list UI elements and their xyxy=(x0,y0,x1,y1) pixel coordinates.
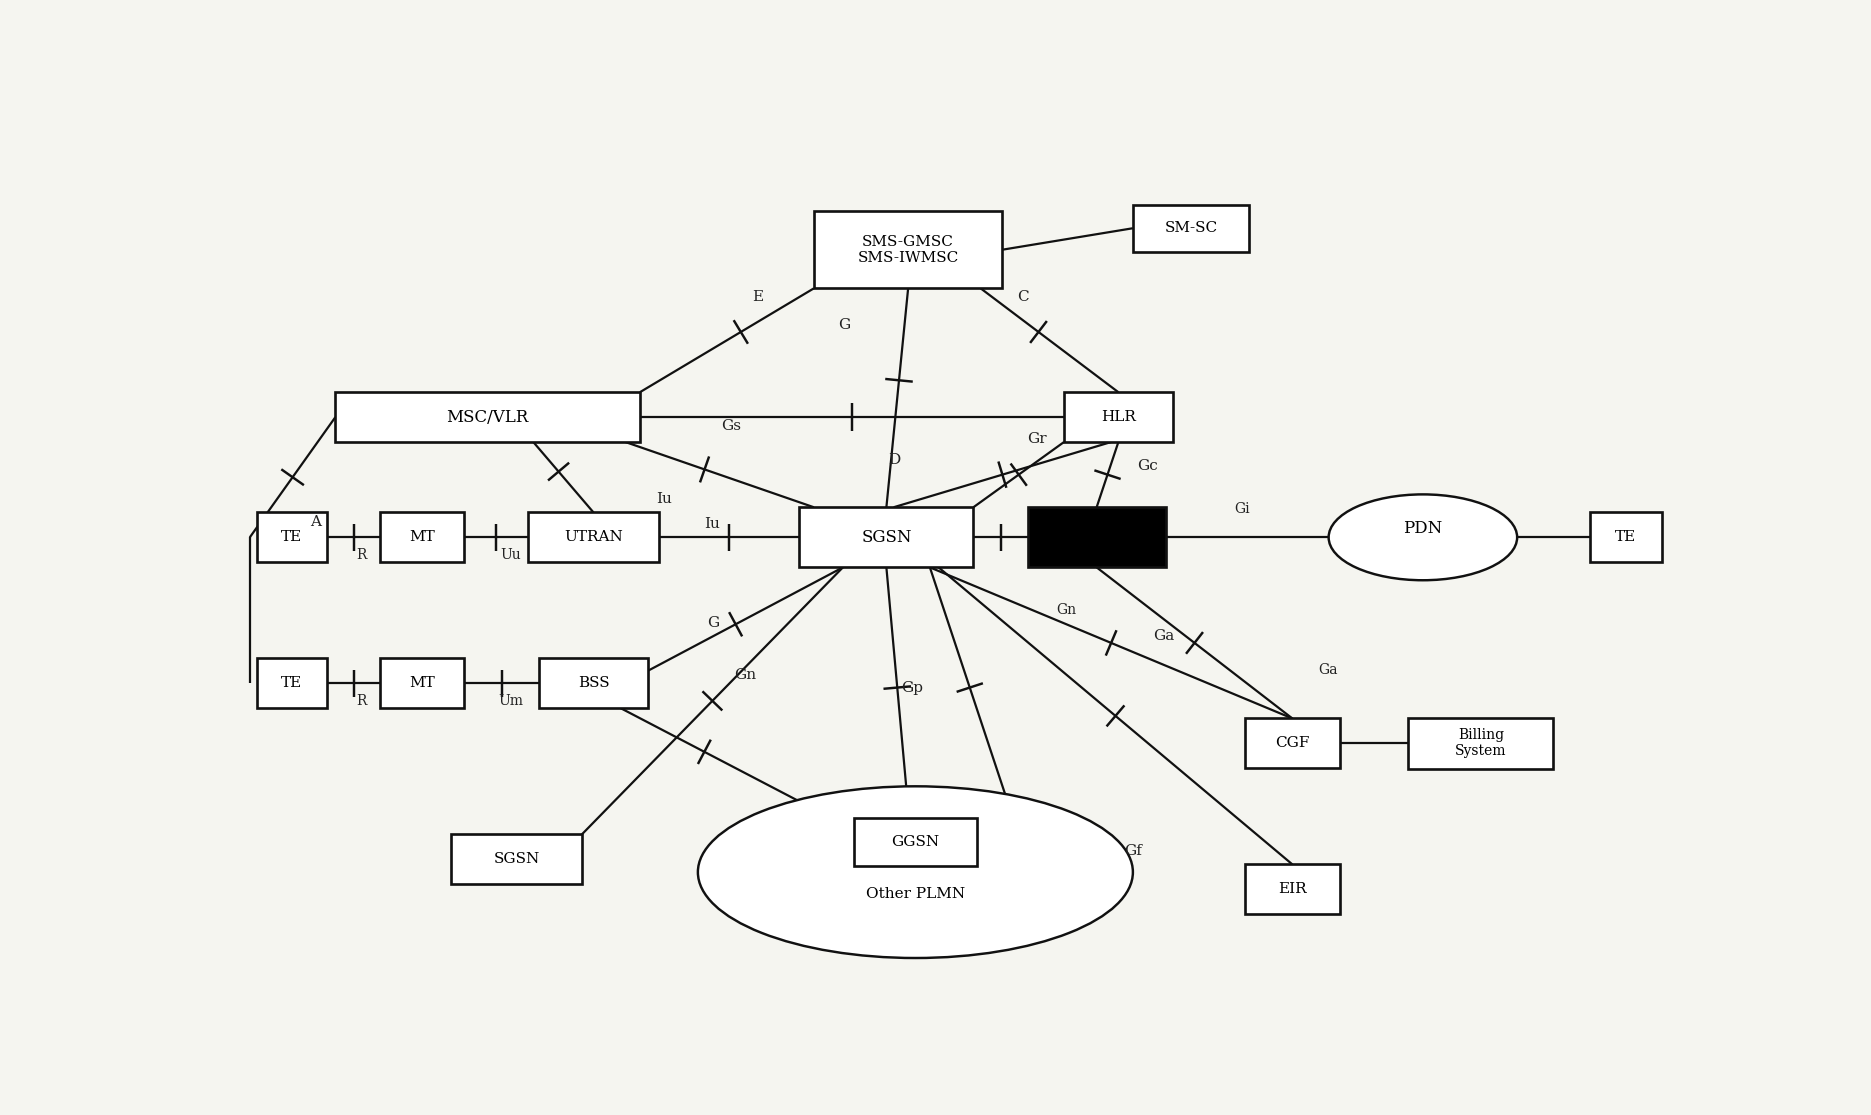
FancyBboxPatch shape xyxy=(1065,392,1173,442)
FancyBboxPatch shape xyxy=(256,658,327,708)
Text: SGSN: SGSN xyxy=(494,852,539,866)
Ellipse shape xyxy=(1328,494,1517,580)
FancyBboxPatch shape xyxy=(380,513,464,562)
Text: TE: TE xyxy=(281,531,303,544)
Text: A: A xyxy=(311,515,322,529)
FancyBboxPatch shape xyxy=(1246,718,1340,768)
Text: R: R xyxy=(355,549,367,562)
Text: MT: MT xyxy=(410,531,436,544)
Text: Gn: Gn xyxy=(733,668,756,681)
Text: GGSN: GGSN xyxy=(891,835,939,850)
Text: C: C xyxy=(1018,290,1029,304)
FancyBboxPatch shape xyxy=(814,211,1003,289)
Text: TE: TE xyxy=(1615,531,1637,544)
Text: Ga: Ga xyxy=(1153,629,1175,643)
Text: CGF: CGF xyxy=(1276,736,1310,750)
Text: MSC/VLR: MSC/VLR xyxy=(447,408,529,426)
FancyBboxPatch shape xyxy=(528,513,659,562)
Text: Uu: Uu xyxy=(500,549,522,562)
Text: Um: Um xyxy=(498,695,524,708)
Text: BSS: BSS xyxy=(578,677,610,690)
Text: Iu: Iu xyxy=(703,517,720,532)
Text: Other PLMN: Other PLMN xyxy=(866,886,965,901)
Text: Billing
System: Billing System xyxy=(1456,728,1506,758)
Text: UTRAN: UTRAN xyxy=(563,531,623,544)
Text: Gi: Gi xyxy=(1233,502,1250,516)
Text: Gr: Gr xyxy=(1027,432,1046,446)
Text: SGSN: SGSN xyxy=(861,529,911,546)
Text: Gn: Gn xyxy=(1055,603,1076,618)
Text: TE: TE xyxy=(281,677,303,690)
Text: MT: MT xyxy=(410,677,436,690)
FancyBboxPatch shape xyxy=(1590,513,1661,562)
FancyBboxPatch shape xyxy=(1027,507,1166,568)
FancyBboxPatch shape xyxy=(853,818,977,865)
Text: R: R xyxy=(355,695,367,708)
Text: Gp: Gp xyxy=(902,680,922,695)
Text: PDN: PDN xyxy=(1403,521,1443,537)
FancyBboxPatch shape xyxy=(1132,205,1248,252)
FancyBboxPatch shape xyxy=(335,392,640,442)
FancyBboxPatch shape xyxy=(539,658,647,708)
Text: Iu: Iu xyxy=(657,492,672,506)
FancyBboxPatch shape xyxy=(256,513,327,562)
Text: Gc: Gc xyxy=(1138,459,1158,473)
Text: EIR: EIR xyxy=(1278,882,1306,896)
FancyBboxPatch shape xyxy=(1246,864,1340,914)
Text: Ga: Ga xyxy=(1319,663,1338,678)
FancyBboxPatch shape xyxy=(380,658,464,708)
Text: HLR: HLR xyxy=(1100,410,1136,424)
Ellipse shape xyxy=(698,786,1132,958)
Text: G: G xyxy=(838,318,849,332)
Text: SMS-GMSC
SMS-IWMSC: SMS-GMSC SMS-IWMSC xyxy=(857,234,958,264)
FancyBboxPatch shape xyxy=(451,834,582,884)
FancyBboxPatch shape xyxy=(799,507,973,568)
Text: SM-SC: SM-SC xyxy=(1164,221,1218,235)
Text: Gs: Gs xyxy=(722,419,741,433)
Text: Gf: Gf xyxy=(1124,844,1141,857)
FancyBboxPatch shape xyxy=(1409,718,1553,769)
Text: G: G xyxy=(707,617,720,630)
Text: E: E xyxy=(752,290,763,304)
Text: D: D xyxy=(889,453,902,467)
